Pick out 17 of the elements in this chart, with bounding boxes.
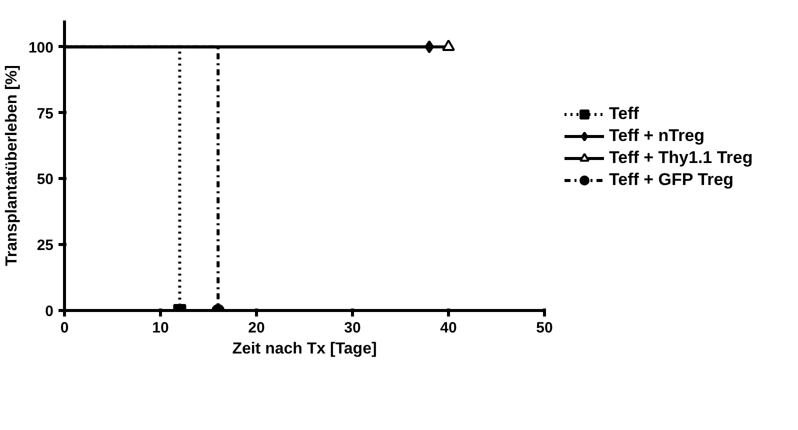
x-tick-label: 30: [344, 320, 361, 336]
x-tick-label: 0: [60, 320, 69, 336]
legend-label: Teff + GFP Treg: [609, 170, 734, 190]
x-tick-label: 10: [152, 320, 169, 336]
x-tick-label: 20: [248, 320, 265, 336]
x-tick-label: 40: [440, 320, 457, 336]
legend-label: Teff + nTreg: [609, 126, 705, 146]
y-tick-label: 0: [45, 303, 54, 320]
legend-label: Teff + Thy1.1 Treg: [609, 148, 753, 168]
legend-label: Teff: [609, 104, 639, 124]
y-axis-title: Transplantatüberleben [%]: [3, 65, 20, 266]
y-tick-label: 75: [36, 105, 54, 122]
y-tick-label: 50: [36, 171, 54, 188]
y-tick-label: 25: [36, 237, 54, 254]
x-tick-label: 50: [536, 320, 553, 336]
y-tick-label: 100: [28, 39, 54, 56]
x-axis-title: Zeit nach Tx [Tage]: [232, 340, 377, 358]
